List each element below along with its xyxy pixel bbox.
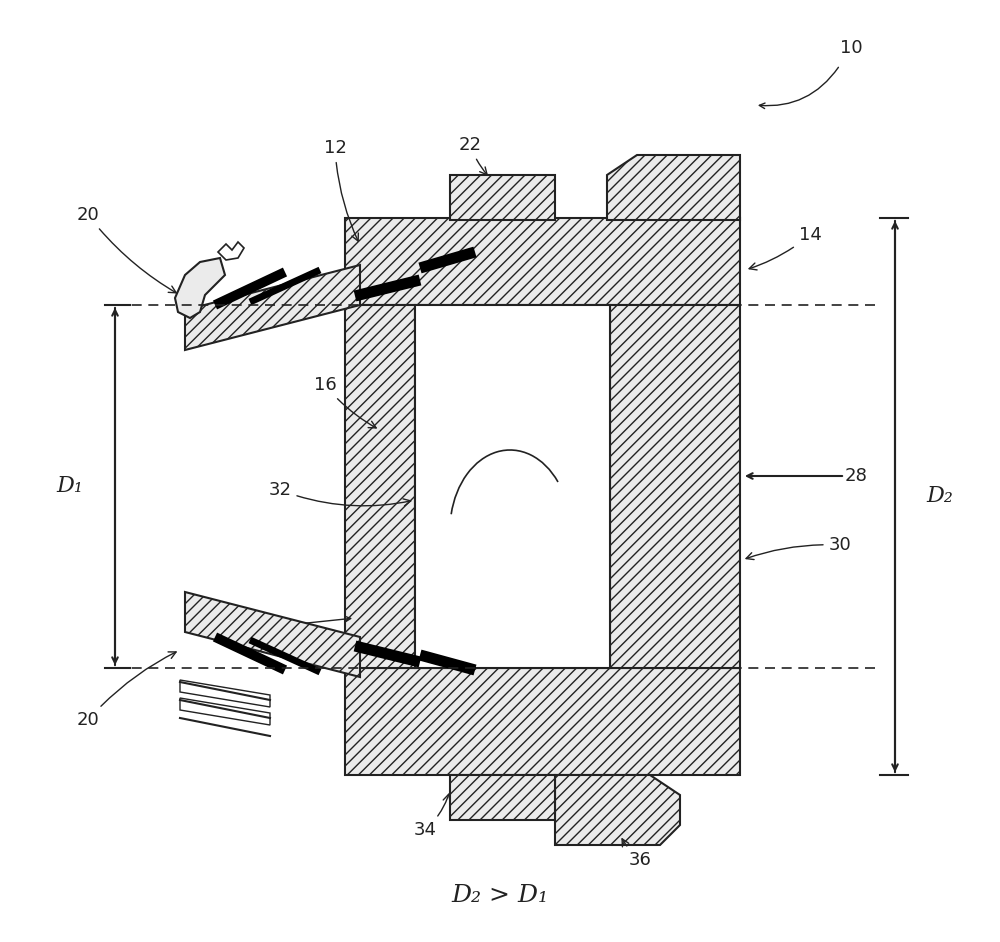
Text: 28: 28 xyxy=(845,467,868,485)
Polygon shape xyxy=(175,258,225,318)
Polygon shape xyxy=(607,155,740,220)
Bar xyxy=(415,305,610,668)
Polygon shape xyxy=(185,265,360,350)
Polygon shape xyxy=(180,680,270,707)
Text: 32: 32 xyxy=(268,481,411,506)
Text: 16: 16 xyxy=(314,376,376,428)
Polygon shape xyxy=(450,775,555,820)
Polygon shape xyxy=(180,698,270,725)
Text: 20: 20 xyxy=(77,206,176,293)
Text: 20: 20 xyxy=(77,652,176,729)
Polygon shape xyxy=(610,305,740,668)
Text: D₂: D₂ xyxy=(927,485,953,508)
Polygon shape xyxy=(345,218,740,305)
Polygon shape xyxy=(345,668,740,775)
Text: 12: 12 xyxy=(324,139,358,241)
Text: 14: 14 xyxy=(749,226,821,270)
Text: 18: 18 xyxy=(195,621,218,639)
Text: 36: 36 xyxy=(622,838,651,869)
Polygon shape xyxy=(218,242,244,260)
Text: 10: 10 xyxy=(840,39,863,57)
Text: 24: 24 xyxy=(514,788,556,809)
Polygon shape xyxy=(185,592,360,677)
Text: 22: 22 xyxy=(458,136,487,175)
Text: D₁: D₁ xyxy=(57,476,83,497)
Text: D₂ > D₁: D₂ > D₁ xyxy=(452,884,548,906)
Polygon shape xyxy=(555,775,680,845)
Polygon shape xyxy=(345,305,415,668)
Polygon shape xyxy=(450,175,555,220)
Text: 30: 30 xyxy=(746,536,851,560)
Text: 34: 34 xyxy=(414,794,450,839)
